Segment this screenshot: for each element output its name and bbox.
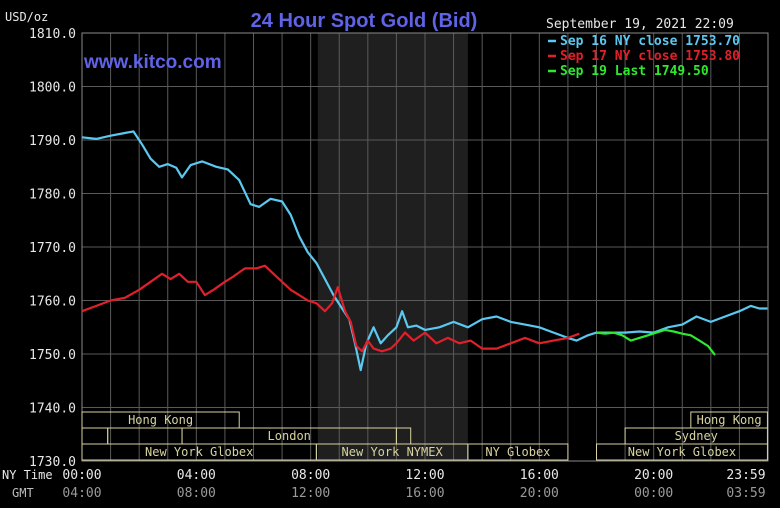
legend-entry: Sep 17 NY close 1753.80 — [560, 49, 740, 64]
x-tick-label-ny: 12:00 — [405, 468, 444, 483]
x-tick-label-gmt: 12:00 — [291, 486, 330, 501]
x-tick-label-gmt: 03:59 — [726, 486, 765, 501]
session-label: New York NYMEX — [342, 445, 444, 459]
y-tick-label: 1800.0 — [29, 81, 76, 96]
session-label: Hong Kong — [128, 413, 193, 427]
x-tick-label-gmt: 00:00 — [634, 486, 673, 501]
session-box — [596, 443, 768, 461]
series-line-2 — [81, 264, 580, 353]
session-label: New York Globex — [145, 445, 253, 459]
legend-entry: Sep 16 NY close 1753.70 — [560, 34, 740, 49]
x-tick-label-ny: 04:00 — [177, 468, 216, 483]
x-tick-label-ny: 20:00 — [634, 468, 673, 483]
y-tick-label: 1790.0 — [29, 134, 76, 149]
series-line-1 — [81, 130, 768, 372]
y-tick-label: 1730.0 — [29, 455, 76, 470]
y-tick-label: 1770.0 — [29, 241, 76, 256]
session-label: New York Globex — [628, 445, 736, 459]
x-row-label-gmt: GMT — [12, 486, 34, 500]
x-tick-label-gmt: 20:00 — [520, 486, 559, 501]
y-tick-label: 1740.0 — [29, 402, 76, 417]
y-tick-label: 1810.0 — [29, 27, 76, 42]
x-tick-label-ny: 16:00 — [520, 468, 559, 483]
x-tick-label-gmt: 04:00 — [62, 486, 101, 501]
session-box — [467, 443, 569, 461]
x-tick-label-ny: 00:00 — [62, 468, 101, 483]
timestamp: September 19, 2021 22:09 — [546, 17, 734, 32]
y-tick-label: 1780.0 — [29, 188, 76, 203]
x-tick-label-gmt: 08:00 — [177, 486, 216, 501]
legend-entry: Sep 19 Last 1749.50 — [560, 64, 709, 79]
session-label: Sydney — [675, 429, 718, 443]
y-tick-label: 1760.0 — [29, 295, 76, 310]
series-line-3 — [596, 328, 716, 356]
x-row-label-ny: NY Time — [2, 468, 53, 482]
watermark: www.kitco.com — [83, 52, 222, 73]
x-tick-label-ny: 23:59 — [726, 468, 765, 483]
session-label: Hong Kong — [697, 413, 762, 427]
session-label: London — [268, 429, 311, 443]
x-tick-label-ny: 08:00 — [291, 468, 330, 483]
y-tick-label: 1750.0 — [29, 348, 76, 363]
chart-title: 24 Hour Spot Gold (Bid) — [251, 10, 478, 32]
session-label: NY Globex — [485, 445, 550, 459]
unit-label: USD/oz — [5, 10, 48, 24]
x-tick-label-gmt: 16:00 — [405, 486, 444, 501]
plot-frame — [81, 32, 769, 462]
